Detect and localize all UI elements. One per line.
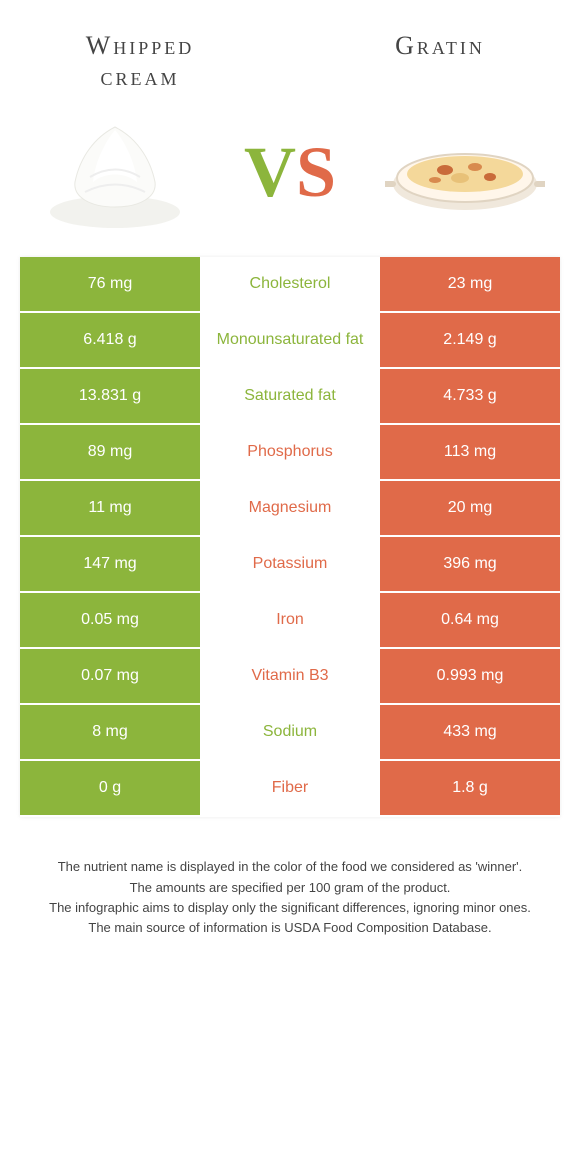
whipped-cream-icon [30,112,200,232]
right-value-cell: 0.993 mg [380,649,560,703]
table-row: 0 gFiber1.8 g [20,761,560,817]
right-value-cell: 23 mg [380,257,560,311]
images-row: VS [0,102,580,257]
header: Whipped cream Gratin [0,0,580,102]
nutrient-name-cell: Saturated fat [200,369,380,423]
table-row: 13.831 gSaturated fat4.733 g [20,369,560,425]
table-row: 8 mgSodium433 mg [20,705,560,761]
left-value-cell: 0.05 mg [20,593,200,647]
table-row: 147 mgPotassium396 mg [20,537,560,593]
right-value-cell: 0.64 mg [380,593,560,647]
left-value-cell: 76 mg [20,257,200,311]
footer-line: The amounts are specified per 100 gram o… [30,878,550,898]
nutrient-name-cell: Sodium [200,705,380,759]
footer-line: The main source of information is USDA F… [30,918,550,938]
footer-line: The infographic aims to display only the… [30,898,550,918]
right-value-cell: 4.733 g [380,369,560,423]
table-row: 11 mgMagnesium20 mg [20,481,560,537]
nutrient-name-cell: Fiber [200,761,380,815]
right-value-cell: 1.8 g [380,761,560,815]
left-value-cell: 0 g [20,761,200,815]
left-value-cell: 8 mg [20,705,200,759]
left-value-cell: 89 mg [20,425,200,479]
left-value-cell: 0.07 mg [20,649,200,703]
gratin-icon [380,112,550,232]
nutrient-name-cell: Phosphorus [200,425,380,479]
left-value-cell: 13.831 g [20,369,200,423]
left-value-cell: 11 mg [20,481,200,535]
vs-v-letter: V [244,131,296,214]
right-food-title: Gratin [350,30,530,61]
right-value-cell: 433 mg [380,705,560,759]
nutrient-name-cell: Potassium [200,537,380,591]
nutrient-name-cell: Vitamin B3 [200,649,380,703]
table-row: 0.07 mgVitamin B30.993 mg [20,649,560,705]
footer-line: The nutrient name is displayed in the co… [30,857,550,877]
right-value-cell: 20 mg [380,481,560,535]
left-value-cell: 147 mg [20,537,200,591]
right-value-cell: 396 mg [380,537,560,591]
vs-s-letter: S [296,131,336,214]
right-value-cell: 113 mg [380,425,560,479]
table-row: 6.418 gMonounsaturated fat2.149 g [20,313,560,369]
nutrient-table: 76 mgCholesterol23 mg6.418 gMonounsatura… [20,257,560,817]
left-value-cell: 6.418 g [20,313,200,367]
nutrient-name-cell: Iron [200,593,380,647]
right-value-cell: 2.149 g [380,313,560,367]
nutrient-name-cell: Magnesium [200,481,380,535]
table-row: 0.05 mgIron0.64 mg [20,593,560,649]
nutrient-name-cell: Monounsaturated fat [200,313,380,367]
nutrient-name-cell: Cholesterol [200,257,380,311]
vs-label: VS [220,131,360,214]
table-row: 89 mgPhosphorus113 mg [20,425,560,481]
left-food-title: Whipped cream [50,30,230,92]
footer-notes: The nutrient name is displayed in the co… [0,817,580,938]
table-row: 76 mgCholesterol23 mg [20,257,560,313]
